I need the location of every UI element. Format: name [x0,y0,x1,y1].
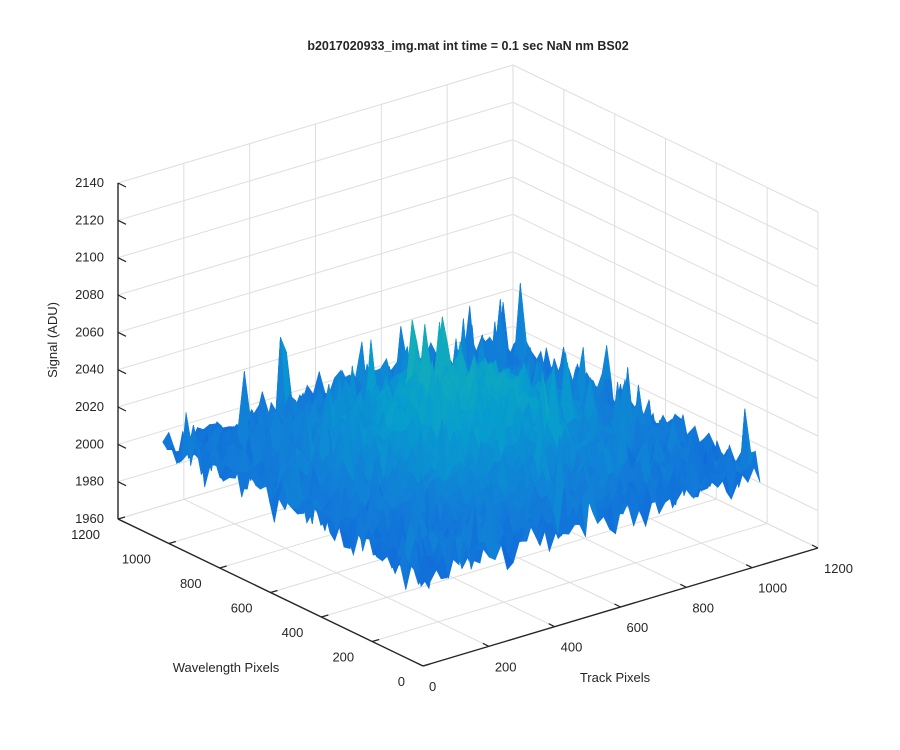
z-tick-label: 2060 [75,324,104,339]
z-tick-mark [117,481,127,487]
y-tick-label: 1200 [71,527,100,542]
floor-grid-line [372,523,768,642]
back-wall-grid-line [117,288,514,408]
back-wall-grid-line [117,176,514,296]
x-tick-label: 600 [627,620,649,635]
x-tick-mark [482,642,490,647]
z-tick-label: 2040 [75,362,104,377]
z-tick-label: 1960 [75,511,104,526]
back-wall-grid-line [512,139,819,288]
y-axis-title: Wavelength Pixels [173,660,280,675]
x-tick-mark [745,564,753,569]
z-tick-mark [117,518,127,524]
x-axis-ticks: 0 200 400 600 800 1000 1200 [416,544,853,694]
back-wall-grid-line [512,213,819,362]
z-axis-title: Signal (ADU) [45,302,60,378]
x-tick-mark [548,623,555,628]
x-tick-mark [614,603,621,608]
floor-grid-line [321,498,717,618]
x-tick-mark [680,583,687,588]
x-tick-label: 1200 [824,561,853,576]
z-tick-mark [117,182,127,188]
y-tick-mark [117,516,126,520]
back-wall-grid-line [512,176,819,325]
y-axis-ticks: 0 200 400 600 800 1000 1200 [71,516,431,689]
back-wall-grid-line [512,251,819,400]
back-wall-grid-line [117,139,514,259]
back-wall-grid-line [117,101,514,221]
surface-mesh [162,282,761,590]
z-tick-label: 2000 [75,436,104,451]
x-tick-label: 0 [429,679,436,694]
z-tick-mark [117,443,127,449]
z-tick-label: 2140 [75,175,104,190]
x-tick-label: 1000 [758,581,787,596]
x-tick-mark [811,544,819,549]
y-tick-label: 0 [398,674,405,689]
y-tick-mark [372,638,380,643]
back-wall-grid-line [117,251,514,371]
y-tick-label: 400 [282,625,304,640]
x-tick-label: 800 [692,600,714,615]
x-tick-label: 200 [495,659,517,674]
y-tick-mark [168,540,176,545]
x-tick-label: 400 [561,640,583,655]
z-tick-mark [117,331,127,337]
back-wall-grid-line [117,213,514,333]
z-tick-label: 2120 [75,212,104,227]
x-tick-mark [416,662,424,667]
y-tick-label: 600 [231,601,253,616]
surface-patch [418,553,430,589]
back-wall-grid-line [117,64,514,184]
back-wall-grid-line [512,101,819,250]
y-tick-mark [422,663,431,667]
z-tick-label: 2020 [75,399,104,414]
z-tick-mark [117,219,127,225]
z-tick-label: 1980 [75,474,104,489]
z-axis-ticks: 1960 1980 2000 2020 2040 2060 2080 2100 2120 2140 [75,175,127,526]
y-tick-label: 800 [180,576,202,591]
z-tick-label: 2100 [75,250,104,265]
y-tick-label: 200 [332,650,354,665]
y-tick-mark [270,589,278,594]
z-tick-label: 2080 [75,287,104,302]
back-wall-grid-line [512,288,819,437]
y-tick-label: 1000 [122,552,151,567]
z-tick-mark [117,406,127,412]
chart-title: b2017020933_img.mat int time = 0.1 sec N… [307,39,628,53]
z-tick-mark [117,369,127,375]
back-wall-grid-line [512,64,819,213]
y-tick-mark [321,614,329,618]
z-tick-mark [117,257,127,263]
z-tick-mark [117,294,127,300]
y-tick-mark [219,565,227,569]
x-axis-title: Track Pixels [580,670,651,685]
